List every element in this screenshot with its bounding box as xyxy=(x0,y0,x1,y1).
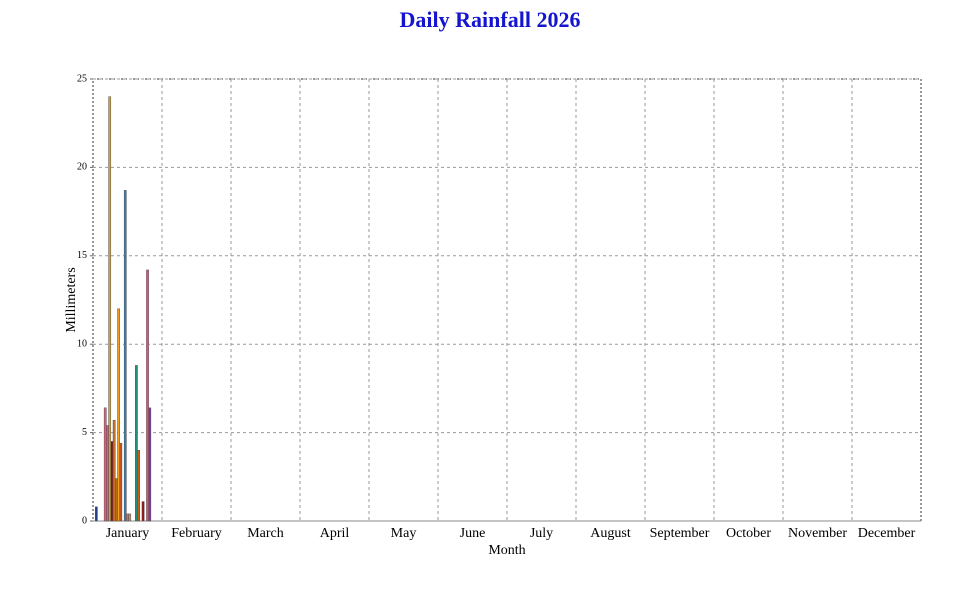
x-axis-label: Month xyxy=(488,543,525,558)
x-tick-label: June xyxy=(460,526,486,541)
y-tick-label: 5 xyxy=(82,427,87,438)
x-tick-label: December xyxy=(858,526,916,541)
bar xyxy=(126,513,129,522)
bar xyxy=(128,513,132,522)
x-tick-label: September xyxy=(650,526,710,541)
bar xyxy=(106,425,109,522)
x-tick-label: May xyxy=(391,526,417,541)
bar xyxy=(135,365,138,522)
bar xyxy=(108,96,112,522)
bar xyxy=(103,407,107,522)
y-tick-label: 25 xyxy=(77,73,87,84)
x-tick-label: April xyxy=(320,526,350,541)
bar xyxy=(112,419,116,522)
bar xyxy=(137,450,140,522)
bar xyxy=(141,501,145,522)
x-tick-label: November xyxy=(788,526,847,541)
y-tick-label: 20 xyxy=(77,162,87,173)
bar xyxy=(115,478,118,522)
chart-title: Daily Rainfall 2026 xyxy=(400,7,581,32)
x-tick-label: July xyxy=(530,526,553,541)
bar xyxy=(148,407,152,522)
x-tick-label: March xyxy=(247,526,284,541)
bar xyxy=(123,190,127,522)
x-tick-label: January xyxy=(106,526,150,541)
bar xyxy=(117,308,120,522)
x-tick-label: August xyxy=(590,526,631,541)
y-tick-label: 0 xyxy=(82,515,87,526)
bar xyxy=(146,269,149,522)
y-tick-label: 15 xyxy=(77,250,87,261)
bar xyxy=(110,441,114,522)
y-tick-label: 10 xyxy=(77,338,87,349)
bar xyxy=(94,506,98,522)
x-tick-label: October xyxy=(726,526,771,541)
bar xyxy=(119,442,123,522)
x-tick-label: February xyxy=(171,526,222,541)
y-axis-label: Millimeters xyxy=(64,267,79,332)
